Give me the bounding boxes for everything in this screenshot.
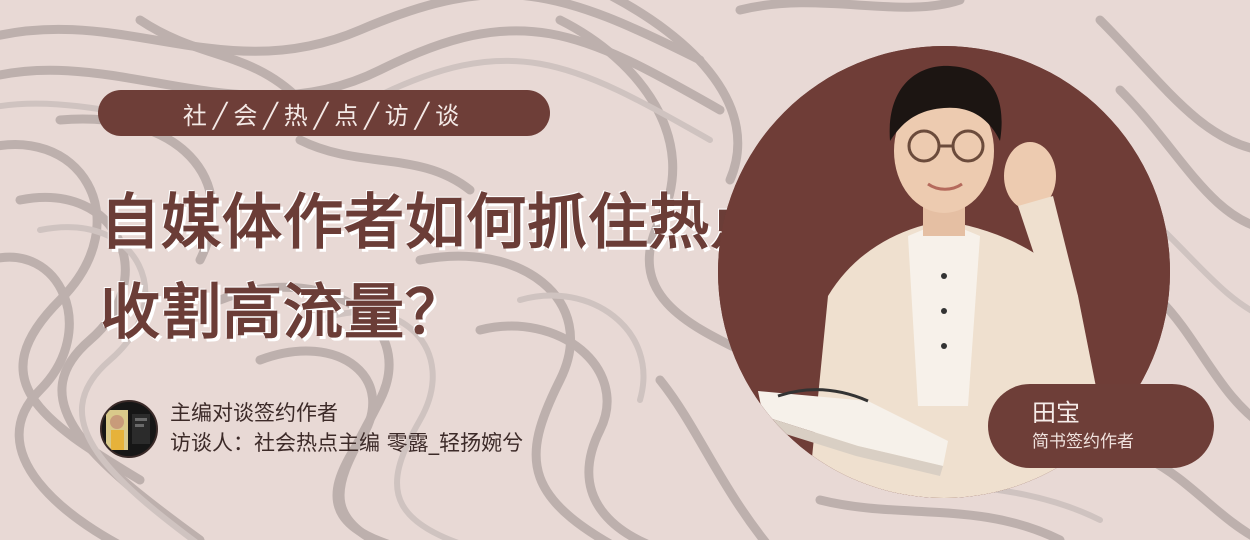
headline-line-1: 自媒体作者如何抓住热点， [100,188,832,258]
category-label: 社╱会╱热╱点╱访╱谈 [182,101,466,130]
host-info: 主编对谈签约作者 访谈人：社会热点主编 零露_轻扬婉兮 [170,398,523,458]
host-line-2: 访谈人：社会热点主编 零露_轻扬婉兮 [170,431,524,455]
headline: 自媒体作者如何抓住热点， 收割高流量？ [100,178,832,358]
host-line-1: 主编对谈签约作者 [170,401,338,425]
headline-line-2: 收割高流量？ [100,278,466,348]
category-pill: 社╱会╱热╱点╱访╱谈 [98,90,550,136]
guest-name-badge: 田宝 简书签约作者 [988,384,1214,468]
guest-name: 田宝 [1032,399,1080,427]
host-avatar-image [102,402,156,456]
guest-role: 简书签约作者 [1032,432,1134,452]
guest-portrait-illustration [718,46,1170,498]
host-avatar [100,400,158,458]
guest-photo [718,46,1170,498]
